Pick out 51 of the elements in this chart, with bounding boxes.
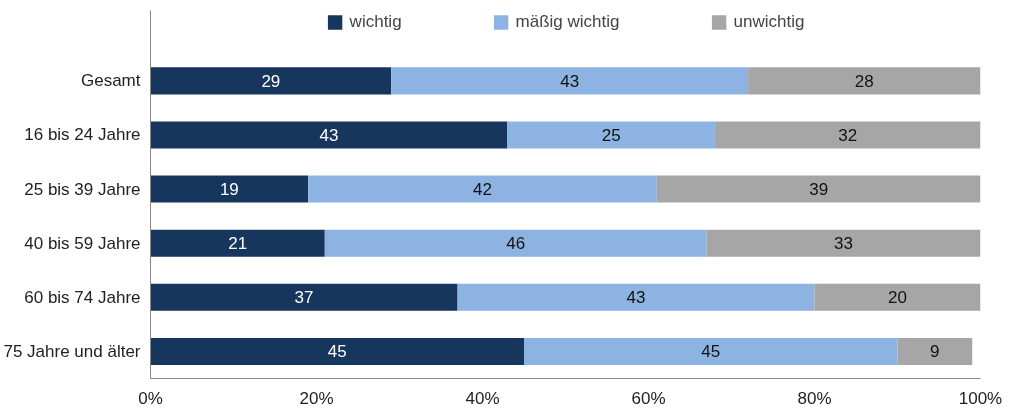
bar (324, 229, 707, 257)
x-tick-label: 100% (958, 388, 1003, 408)
data-label: 46 (506, 234, 526, 254)
data-label: 43 (626, 288, 646, 308)
bar (457, 283, 815, 311)
legend-label: unwichtig (733, 12, 805, 32)
data-label: 43 (319, 125, 339, 145)
bar (656, 175, 981, 203)
data-label: 33 (834, 234, 854, 254)
data-label: 45 (701, 342, 721, 362)
data-label: 45 (327, 342, 347, 362)
data-label: 19 (219, 180, 239, 200)
y-tick-label: 25 bis 39 Jahre (24, 179, 141, 199)
data-label: 9 (930, 342, 940, 362)
x-tick-label: 0% (138, 388, 163, 408)
data-label: 25 (601, 125, 621, 145)
data-label: 32 (838, 125, 858, 145)
data-label: 37 (294, 288, 314, 308)
data-label: 39 (809, 180, 829, 200)
data-label: 20 (888, 288, 907, 308)
bar (150, 229, 325, 257)
y-tick-label: 16 bis 24 Jahre (24, 125, 141, 145)
bar (150, 121, 508, 149)
bar (150, 283, 458, 311)
bar (706, 229, 981, 257)
data-label: 29 (261, 71, 281, 91)
x-tick-label: 20% (299, 388, 334, 408)
y-tick-label: 60 bis 74 Jahre (24, 287, 141, 307)
y-tick-label: Gesamt (80, 71, 141, 91)
bar (714, 121, 981, 149)
data-label: 28 (854, 71, 874, 91)
x-tick-label: 80% (797, 388, 832, 408)
data-label: 43 (560, 71, 580, 91)
y-tick-label: 40 bis 59 Jahre (24, 233, 141, 253)
bar (150, 175, 309, 203)
bar (391, 67, 749, 95)
bar (150, 67, 392, 95)
x-tick-label: 60% (631, 388, 666, 408)
legend-label: mäßig wichtig (515, 12, 620, 32)
legend-label: wichtig (349, 12, 402, 32)
bar (524, 337, 898, 365)
y-tick-label: 75 Jahre und älter (3, 341, 141, 361)
x-tick-label: 40% (465, 388, 500, 408)
bar (308, 175, 657, 203)
data-label: 21 (228, 234, 248, 254)
bar (748, 67, 981, 95)
data-label: 42 (473, 180, 492, 200)
bar (814, 283, 981, 311)
bar (150, 337, 524, 365)
bar (897, 337, 973, 365)
bar (507, 121, 715, 149)
